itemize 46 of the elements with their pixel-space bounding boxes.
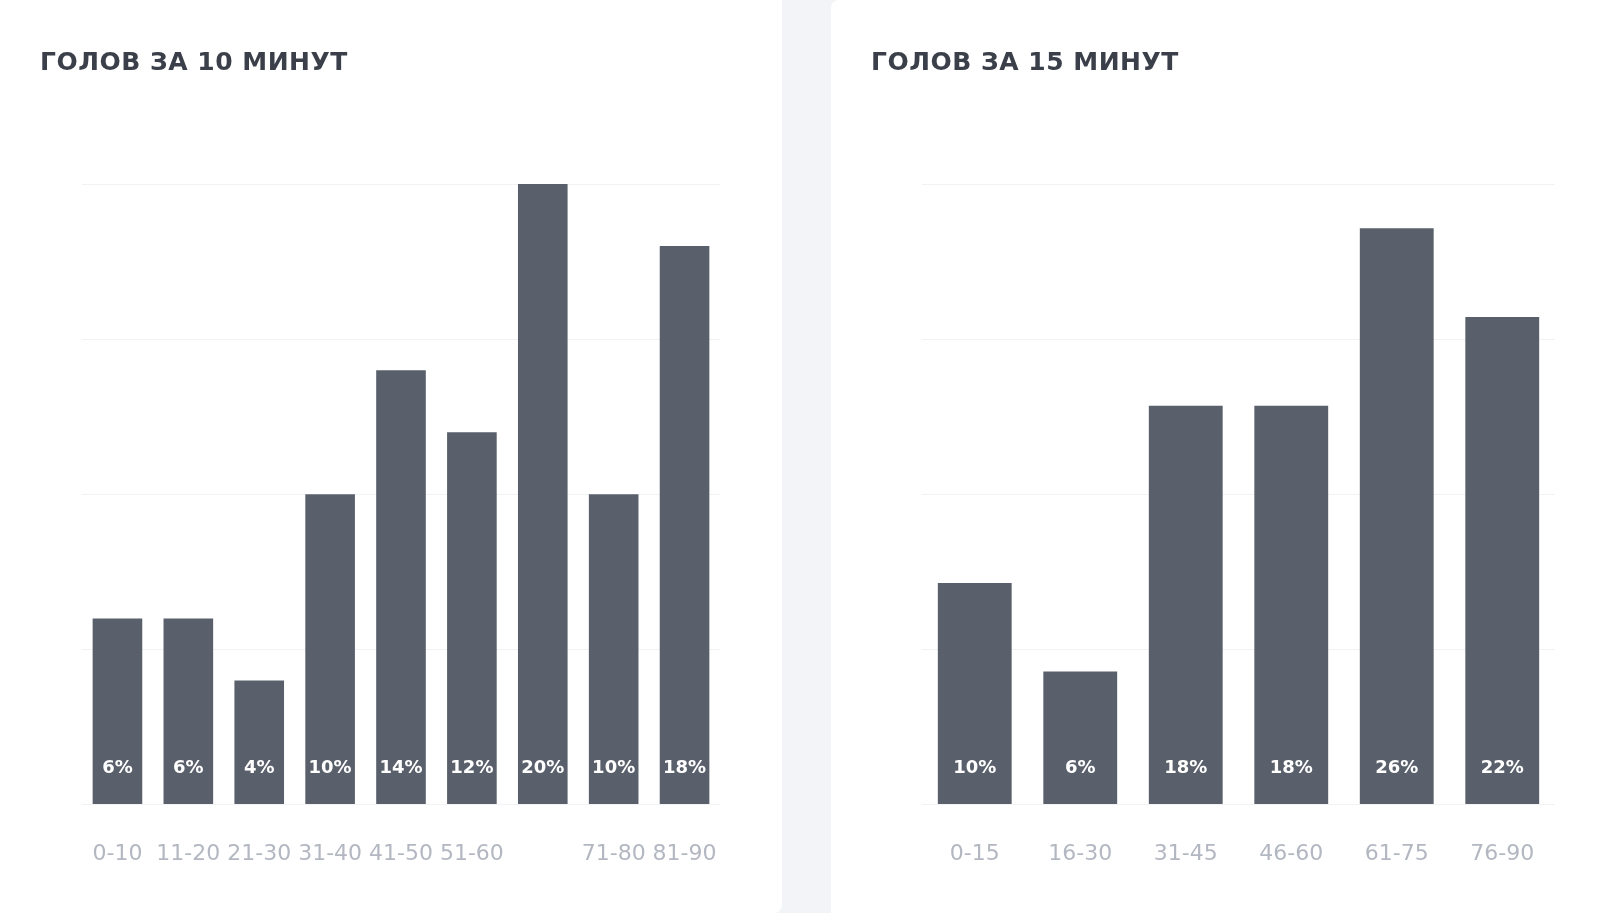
x-tick-label: 31-40 bbox=[298, 839, 363, 865]
x-tick-label: 31-45 bbox=[1153, 839, 1218, 865]
bar bbox=[1043, 671, 1118, 805]
data-label: 14% bbox=[379, 755, 423, 777]
bar bbox=[234, 680, 285, 805]
x-tick-label: 16-30 bbox=[1048, 839, 1113, 865]
x-tick-label: 81-90 bbox=[652, 839, 717, 865]
data-label: 18% bbox=[663, 755, 707, 777]
data-label: 10% bbox=[308, 755, 352, 777]
x-tick-label: 76-90 bbox=[1470, 839, 1535, 865]
data-label: 6% bbox=[173, 755, 204, 777]
x-tick-label: 46-60 bbox=[1259, 839, 1324, 865]
x-tick-label: 0-15 bbox=[949, 839, 1000, 865]
x-tick-label: 61-75 bbox=[1364, 839, 1429, 865]
bar bbox=[659, 246, 710, 805]
bar bbox=[376, 370, 426, 805]
x-tick-label: 51-60 bbox=[439, 839, 504, 865]
data-label: 10% bbox=[953, 755, 997, 777]
bar bbox=[1254, 405, 1329, 805]
x-tick-label: 11-20 bbox=[156, 839, 221, 865]
bar bbox=[517, 184, 568, 805]
bar bbox=[1148, 405, 1223, 805]
data-label: 18% bbox=[1164, 755, 1208, 777]
x-tick-label: 0-10 bbox=[92, 839, 143, 865]
data-label: 26% bbox=[1375, 755, 1419, 777]
x-tick-label: 71-80 bbox=[581, 839, 646, 865]
data-label: 4% bbox=[243, 755, 275, 777]
x-tick-label: 41-50 bbox=[369, 839, 433, 865]
data-label: 12% bbox=[450, 755, 494, 777]
x-tick-label: 21-30 bbox=[227, 839, 292, 865]
bar bbox=[937, 582, 1012, 805]
data-label: 18% bbox=[1269, 755, 1313, 777]
data-label: 6% bbox=[102, 755, 133, 777]
bar bbox=[588, 494, 639, 805]
chart-title: ГОЛОВ ЗА 15 МИНУТ bbox=[871, 47, 1179, 76]
bar bbox=[1465, 316, 1540, 805]
data-label: 6% bbox=[1064, 755, 1096, 777]
chart-title: ГОЛОВ ЗА 10 МИНУТ bbox=[40, 47, 348, 76]
data-label: 10% bbox=[592, 755, 636, 777]
data-label: 22% bbox=[1480, 755, 1524, 777]
data-label: 20% bbox=[521, 755, 565, 777]
bar bbox=[1359, 228, 1434, 805]
bar bbox=[92, 618, 143, 805]
bar bbox=[305, 494, 355, 805]
bar bbox=[447, 432, 497, 805]
bar bbox=[163, 618, 214, 805]
